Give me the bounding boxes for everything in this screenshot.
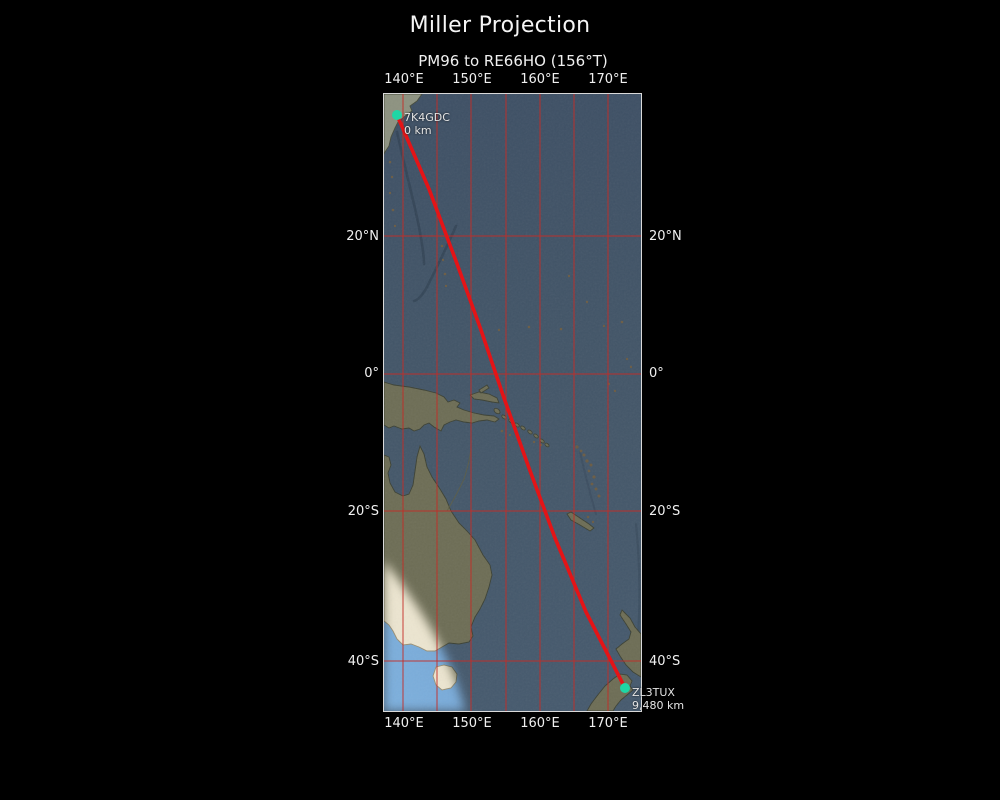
tick-bottom-160°E: 160°E	[520, 716, 560, 731]
tick-right-20°N: 20°N	[649, 229, 682, 244]
tick-left-20°S: 20°S	[347, 504, 379, 519]
tick-left-20°N: 20°N	[346, 229, 379, 244]
page-title: Miller Projection	[409, 13, 591, 38]
tick-top-140°E: 140°E	[384, 72, 424, 87]
end-distance: 9,480 km	[632, 699, 685, 712]
marker-end-dot	[620, 683, 630, 693]
start-distance: 0 km	[404, 124, 432, 137]
marker-start-dot	[392, 110, 402, 120]
tick-right-20°S: 20°S	[649, 504, 681, 519]
tick-top-170°E: 170°E	[588, 72, 628, 87]
start-callsign: 7K4GDC	[404, 111, 450, 124]
tick-bottom-140°E: 140°E	[384, 716, 424, 731]
tick-top-150°E: 150°E	[452, 72, 492, 87]
tick-bottom-170°E: 170°E	[588, 716, 628, 731]
tick-left-40°S: 40°S	[347, 654, 379, 669]
tick-left-0°: 0°	[364, 366, 379, 381]
tick-right-0°: 0°	[649, 366, 664, 381]
tick-bottom-150°E: 150°E	[452, 716, 492, 731]
tick-right-40°S: 40°S	[649, 654, 681, 669]
tick-top-160°E: 160°E	[520, 72, 560, 87]
marker-label-end: ZL3TUX 9,480 km	[632, 686, 684, 712]
terrain-noise	[384, 94, 641, 711]
map-svg	[384, 94, 641, 711]
map-plot-area	[383, 93, 642, 712]
marker-label-start: 7K4GDC 0 km	[404, 111, 450, 137]
route-layer	[395, 113, 627, 690]
great-circle-route	[395, 113, 627, 690]
marker-layer	[392, 110, 630, 693]
subtitle-route: PM96 to RE66HO (156°T)	[418, 52, 608, 70]
end-callsign: ZL3TUX	[632, 686, 675, 699]
